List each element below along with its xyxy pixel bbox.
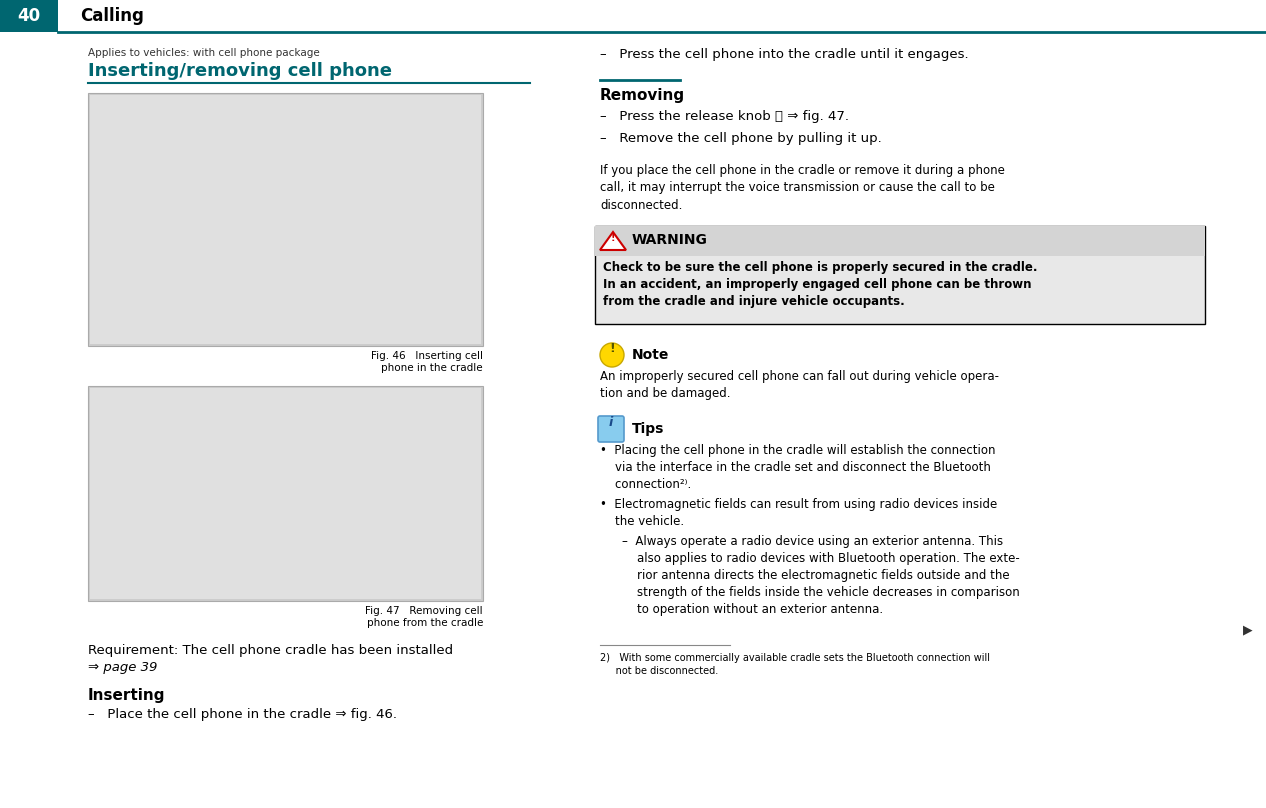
Polygon shape	[600, 232, 625, 250]
Text: –   Place the cell phone in the cradle ⇒ fig. 46.: – Place the cell phone in the cradle ⇒ f…	[89, 708, 398, 721]
Text: An improperly secured cell phone can fall out during vehicle opera-
tion and be : An improperly secured cell phone can fal…	[600, 370, 999, 400]
FancyBboxPatch shape	[89, 386, 484, 601]
Text: ▶: ▶	[1243, 623, 1253, 636]
Text: –   Press the release knob Ⓐ ⇒ fig. 47.: – Press the release knob Ⓐ ⇒ fig. 47.	[600, 110, 849, 123]
Text: ⇒ page 39: ⇒ page 39	[89, 661, 157, 674]
Text: •  Placing the cell phone in the cradle will establish the connection
    via th: • Placing the cell phone in the cradle w…	[600, 444, 995, 491]
Text: Inserting: Inserting	[89, 688, 166, 703]
Text: –   Remove the cell phone by pulling it up.: – Remove the cell phone by pulling it up…	[600, 132, 881, 145]
FancyBboxPatch shape	[598, 416, 624, 442]
Text: !: !	[610, 233, 615, 243]
Text: Check to be sure the cell phone is properly secured in the cradle.
In an acciden: Check to be sure the cell phone is prope…	[603, 261, 1038, 308]
Text: WARNING: WARNING	[632, 233, 708, 247]
Text: •  Electromagnetic fields can result from using radio devices inside
    the veh: • Electromagnetic fields can result from…	[600, 498, 998, 528]
FancyBboxPatch shape	[89, 93, 484, 346]
Text: i: i	[609, 415, 613, 428]
Text: Requirement: The cell phone cradle has been installed: Requirement: The cell phone cradle has b…	[89, 644, 453, 657]
Text: 2)   With some commercially available cradle sets the Bluetooth connection will
: 2) With some commercially available crad…	[600, 653, 990, 676]
Text: !: !	[609, 343, 615, 356]
FancyBboxPatch shape	[595, 226, 1205, 324]
Text: Removing: Removing	[600, 88, 685, 103]
FancyBboxPatch shape	[90, 95, 481, 344]
Text: Note: Note	[632, 348, 670, 362]
Text: Calling: Calling	[80, 7, 144, 25]
FancyBboxPatch shape	[595, 226, 1205, 256]
FancyBboxPatch shape	[90, 388, 481, 599]
Text: Inserting/removing cell phone: Inserting/removing cell phone	[89, 62, 392, 80]
Text: Applies to vehicles: with cell phone package: Applies to vehicles: with cell phone pac…	[89, 48, 320, 58]
Text: Tips: Tips	[632, 422, 665, 436]
Circle shape	[600, 343, 624, 367]
Text: Fig. 47   Removing cell
phone from the cradle: Fig. 47 Removing cell phone from the cra…	[366, 606, 484, 629]
FancyBboxPatch shape	[0, 0, 1266, 32]
FancyBboxPatch shape	[0, 0, 58, 32]
Text: –  Always operate a radio device using an exterior antenna. This
    also applie: – Always operate a radio device using an…	[622, 535, 1019, 616]
Text: If you place the cell phone in the cradle or remove it during a phone
call, it m: If you place the cell phone in the cradl…	[600, 164, 1005, 212]
Text: 40: 40	[18, 7, 41, 25]
Text: –   Press the cell phone into the cradle until it engages.: – Press the cell phone into the cradle u…	[600, 48, 968, 61]
Text: Fig. 46   Inserting cell
phone in the cradle: Fig. 46 Inserting cell phone in the crad…	[371, 351, 484, 373]
